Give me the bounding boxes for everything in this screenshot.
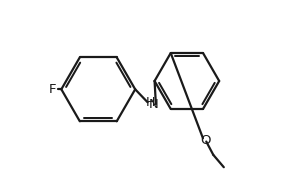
Text: H: H bbox=[146, 96, 155, 109]
Text: F: F bbox=[49, 83, 57, 96]
Text: N: N bbox=[149, 98, 158, 110]
Text: O: O bbox=[200, 134, 210, 147]
